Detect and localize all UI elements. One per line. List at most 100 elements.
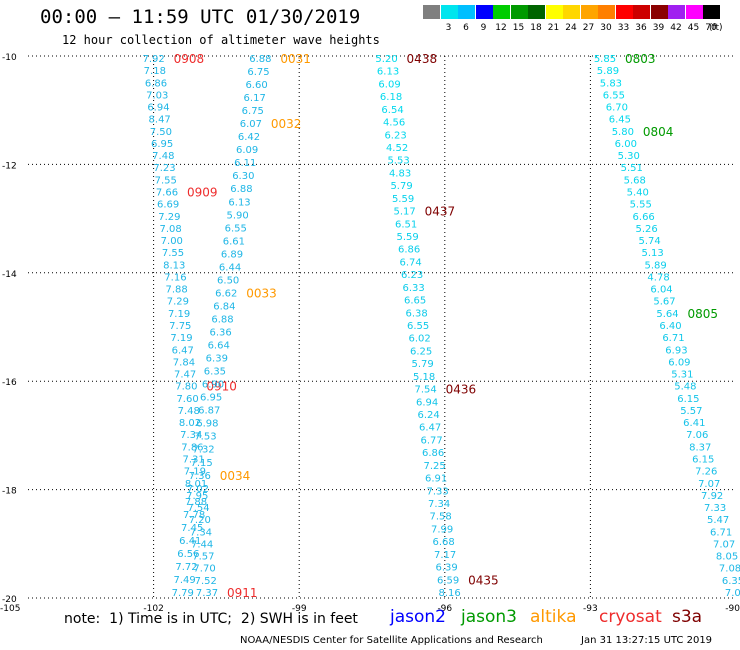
wave-height-value: 8.02 — [179, 418, 201, 429]
time-label: 0034 — [220, 469, 251, 483]
wave-height-value: 6.86 — [398, 245, 420, 256]
wave-height-value: 7.50 — [150, 127, 172, 138]
wave-height-value: 7.23 — [153, 163, 175, 174]
pass-cryosat: 7.927.186.867.036.948.477.506.957.487.23… — [142, 52, 257, 600]
wave-height-value: 6.77 — [420, 435, 442, 446]
wave-height-value: 7.88 — [185, 497, 207, 508]
sat-label-jason3: jason3 — [461, 607, 517, 627]
legend-label: 39 — [652, 23, 665, 33]
wave-height-value: 6.18 — [380, 92, 402, 103]
wave-height-value: 5.85 — [594, 54, 616, 65]
wave-height-value: 7.75 — [169, 321, 191, 332]
wave-height-value: 6.13 — [228, 197, 250, 208]
wave-height-value: 5.64 — [656, 309, 678, 320]
wave-height-value: 7.37 — [196, 588, 218, 599]
wave-height-value: 5.74 — [638, 236, 660, 247]
wave-height-value: 7.80 — [175, 382, 197, 393]
wave-height-value: 6.75 — [247, 67, 269, 78]
lon-label: -105 — [0, 604, 20, 614]
wave-height-value: 5.48 — [674, 382, 696, 393]
wave-height-value: 4.78 — [647, 272, 669, 283]
wave-height-value: 5.79 — [390, 181, 412, 192]
wave-height-value: 6.98 — [196, 419, 218, 430]
wave-height-value: 6.71 — [662, 333, 684, 344]
wave-height-value: 6.87 — [198, 406, 220, 417]
wave-height-value: 7.57 — [192, 552, 214, 563]
page-title: 00:00 – 11:59 UTC 01/30/2019 — [40, 6, 361, 28]
legend-swatch — [685, 5, 703, 19]
wave-height-value: 8.13 — [163, 260, 185, 271]
wave-height-value: 7.25 — [423, 461, 445, 472]
lon-label: -102 — [143, 604, 163, 614]
wave-height-value: 5.40 — [627, 188, 649, 199]
legend-swatch — [458, 5, 475, 19]
legend-label: 33 — [617, 23, 630, 33]
wave-height-value: 6.38 — [405, 308, 427, 319]
wave-height-value: 7.34 — [428, 499, 450, 510]
wave-height-value: 5.57 — [680, 406, 702, 417]
wave-height-value: 7.15 — [191, 458, 213, 469]
wave-height-value: 6.68 — [433, 537, 455, 548]
legend-swatch — [528, 5, 545, 19]
wave-height-value: 6.59 — [437, 575, 459, 586]
wave-height-value: 6.60 — [245, 80, 267, 91]
legend-label: 24 — [565, 23, 577, 33]
wave-height-value: 6.86 — [422, 448, 444, 459]
legend-label: 18 — [530, 23, 542, 33]
wave-height-value: 5.31 — [671, 370, 693, 381]
time-label: 0435 — [468, 573, 499, 587]
wave-height-value: 7.48 — [152, 151, 174, 162]
legend-label: 42 — [670, 23, 682, 33]
sat-label-s3a: s3a — [672, 607, 703, 627]
time-label: 0032 — [271, 117, 302, 131]
wave-height-value: 6.62 — [215, 288, 237, 299]
wave-height-value: 7.07 — [713, 539, 735, 550]
legend-label: 27 — [582, 23, 595, 33]
time-label: 0438 — [407, 52, 438, 66]
wave-height-value: 6.84 — [213, 301, 235, 312]
wave-height-value: 5.47 — [707, 515, 729, 526]
wave-height-value: 6.11 — [234, 158, 256, 169]
wave-height-value: 6.39 — [206, 354, 228, 365]
time-label: 0803 — [625, 52, 656, 66]
wave-height-value: 6.35 — [722, 576, 740, 587]
wave-height-value: 6.51 — [395, 219, 417, 230]
legend-swatch — [633, 5, 650, 19]
wave-height-value: 7.55 — [162, 248, 184, 259]
credit-timestamp: Jan 31 13:27:15 UTC 2019 — [581, 635, 713, 646]
time-label: 0911 — [227, 586, 258, 600]
wave-height-value: 5.83 — [600, 78, 622, 89]
wave-height-value: 6.04 — [650, 285, 672, 296]
wave-height-value: 6.95 — [200, 393, 222, 404]
wave-height-value: 5.13 — [641, 248, 663, 259]
wave-height-value: 7.33 — [704, 503, 726, 514]
wave-height-value: 5.59 — [392, 194, 414, 205]
legend-label: 30 — [600, 23, 612, 33]
time-label: 0804 — [643, 125, 674, 139]
wave-height-value: 7.29 — [158, 212, 180, 223]
wave-height-value: 7.26 — [695, 467, 717, 478]
wave-height-value: 7.34 — [180, 430, 202, 441]
wave-height-value: 7.45 — [181, 523, 203, 534]
legend-swatch — [615, 5, 633, 19]
wave-height-value: 7.84 — [173, 357, 195, 368]
legend-label: 12 — [495, 23, 507, 33]
wave-height-value: 7.55 — [155, 175, 177, 186]
wave-height-value: 7.00 — [161, 236, 183, 247]
wave-height-value: 5.67 — [653, 297, 675, 308]
wave-height-value: 6.07 — [240, 119, 262, 130]
wave-height-value: 5.26 — [636, 224, 658, 235]
wave-height-value: 6.36 — [209, 328, 231, 339]
wave-height-value: 4.52 — [386, 143, 408, 154]
legend-label: 36 — [635, 23, 647, 33]
legend-label: 3 — [445, 23, 452, 33]
page-subtitle: 12 hour collection of altimeter wave hei… — [62, 33, 380, 47]
wave-height-value: 6.41 — [179, 536, 201, 547]
wave-height-value: 8.47 — [149, 115, 171, 126]
wave-height-value: 6.40 — [659, 321, 681, 332]
wave-height-value: 6.50 — [217, 275, 239, 286]
legend-label: 15 — [512, 23, 525, 33]
wave-height-value: 6.88 — [230, 184, 252, 195]
wave-height-value: 6.56 — [177, 549, 199, 560]
wave-height-value: 6.95 — [151, 139, 173, 150]
